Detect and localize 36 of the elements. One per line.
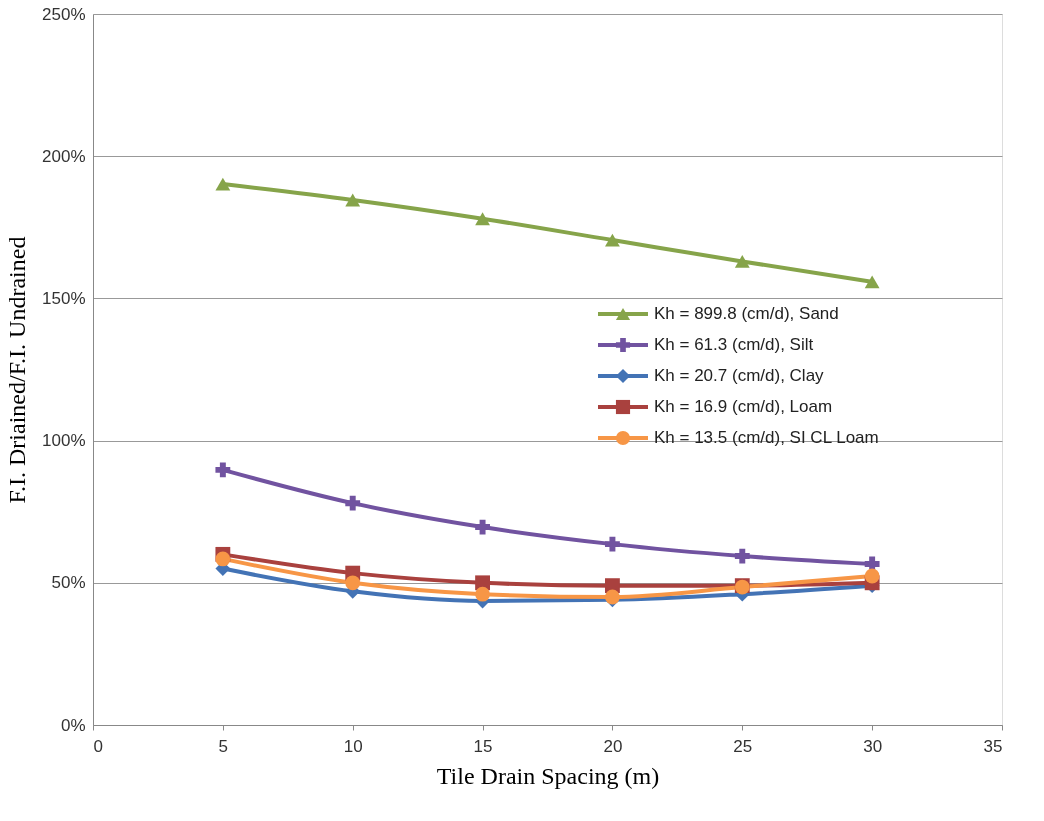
- point: [215, 551, 231, 567]
- legend-label: Kh = 20.7 (cm/d), Clay: [654, 366, 825, 385]
- y-axis-title: F.I. Driained/F.I. Undrained: [4, 236, 31, 504]
- point: [215, 462, 231, 478]
- point: [734, 255, 750, 268]
- point: [215, 177, 231, 191]
- legend-label: Kh = 61.3 (cm/d), Silt: [654, 335, 814, 354]
- x-axis-title: Tile Drain Spacing (m): [436, 762, 660, 789]
- point: [345, 575, 361, 591]
- y-tick-label: 100%: [42, 431, 86, 451]
- x-tick-label: 15: [473, 736, 493, 756]
- x-tick-label: 35: [983, 736, 1003, 756]
- x-tick-label: 5: [218, 736, 229, 756]
- point: [864, 568, 880, 584]
- legend-label: Kh = 16.9 (cm/d), Loam: [654, 397, 833, 416]
- x-tick-label: 25: [733, 736, 753, 756]
- point: [734, 548, 750, 564]
- point: [605, 233, 620, 247]
- point: [475, 212, 490, 226]
- x-tick-label: 0: [93, 736, 103, 756]
- legend-label: Kh = 13.5 (cm/d), SI CL Loam: [654, 428, 879, 447]
- legend-label: Kh = 899.8 (cm/d), Sand: [654, 304, 839, 323]
- point: [475, 519, 490, 535]
- x-tick-label: 20: [603, 736, 623, 756]
- y-tick-label: 250%: [42, 4, 86, 24]
- y-tick-label: 0%: [60, 715, 86, 735]
- x-tick-label: 30: [863, 736, 883, 756]
- y-tick-label: 150%: [42, 288, 86, 308]
- point: [475, 586, 490, 602]
- y-tick-label: 200%: [42, 146, 86, 166]
- x-tick-label: 10: [343, 736, 363, 756]
- point: [345, 193, 361, 207]
- y-tick-label: 50%: [51, 573, 86, 593]
- point: [864, 275, 880, 289]
- point: [345, 495, 361, 511]
- point: [605, 536, 620, 552]
